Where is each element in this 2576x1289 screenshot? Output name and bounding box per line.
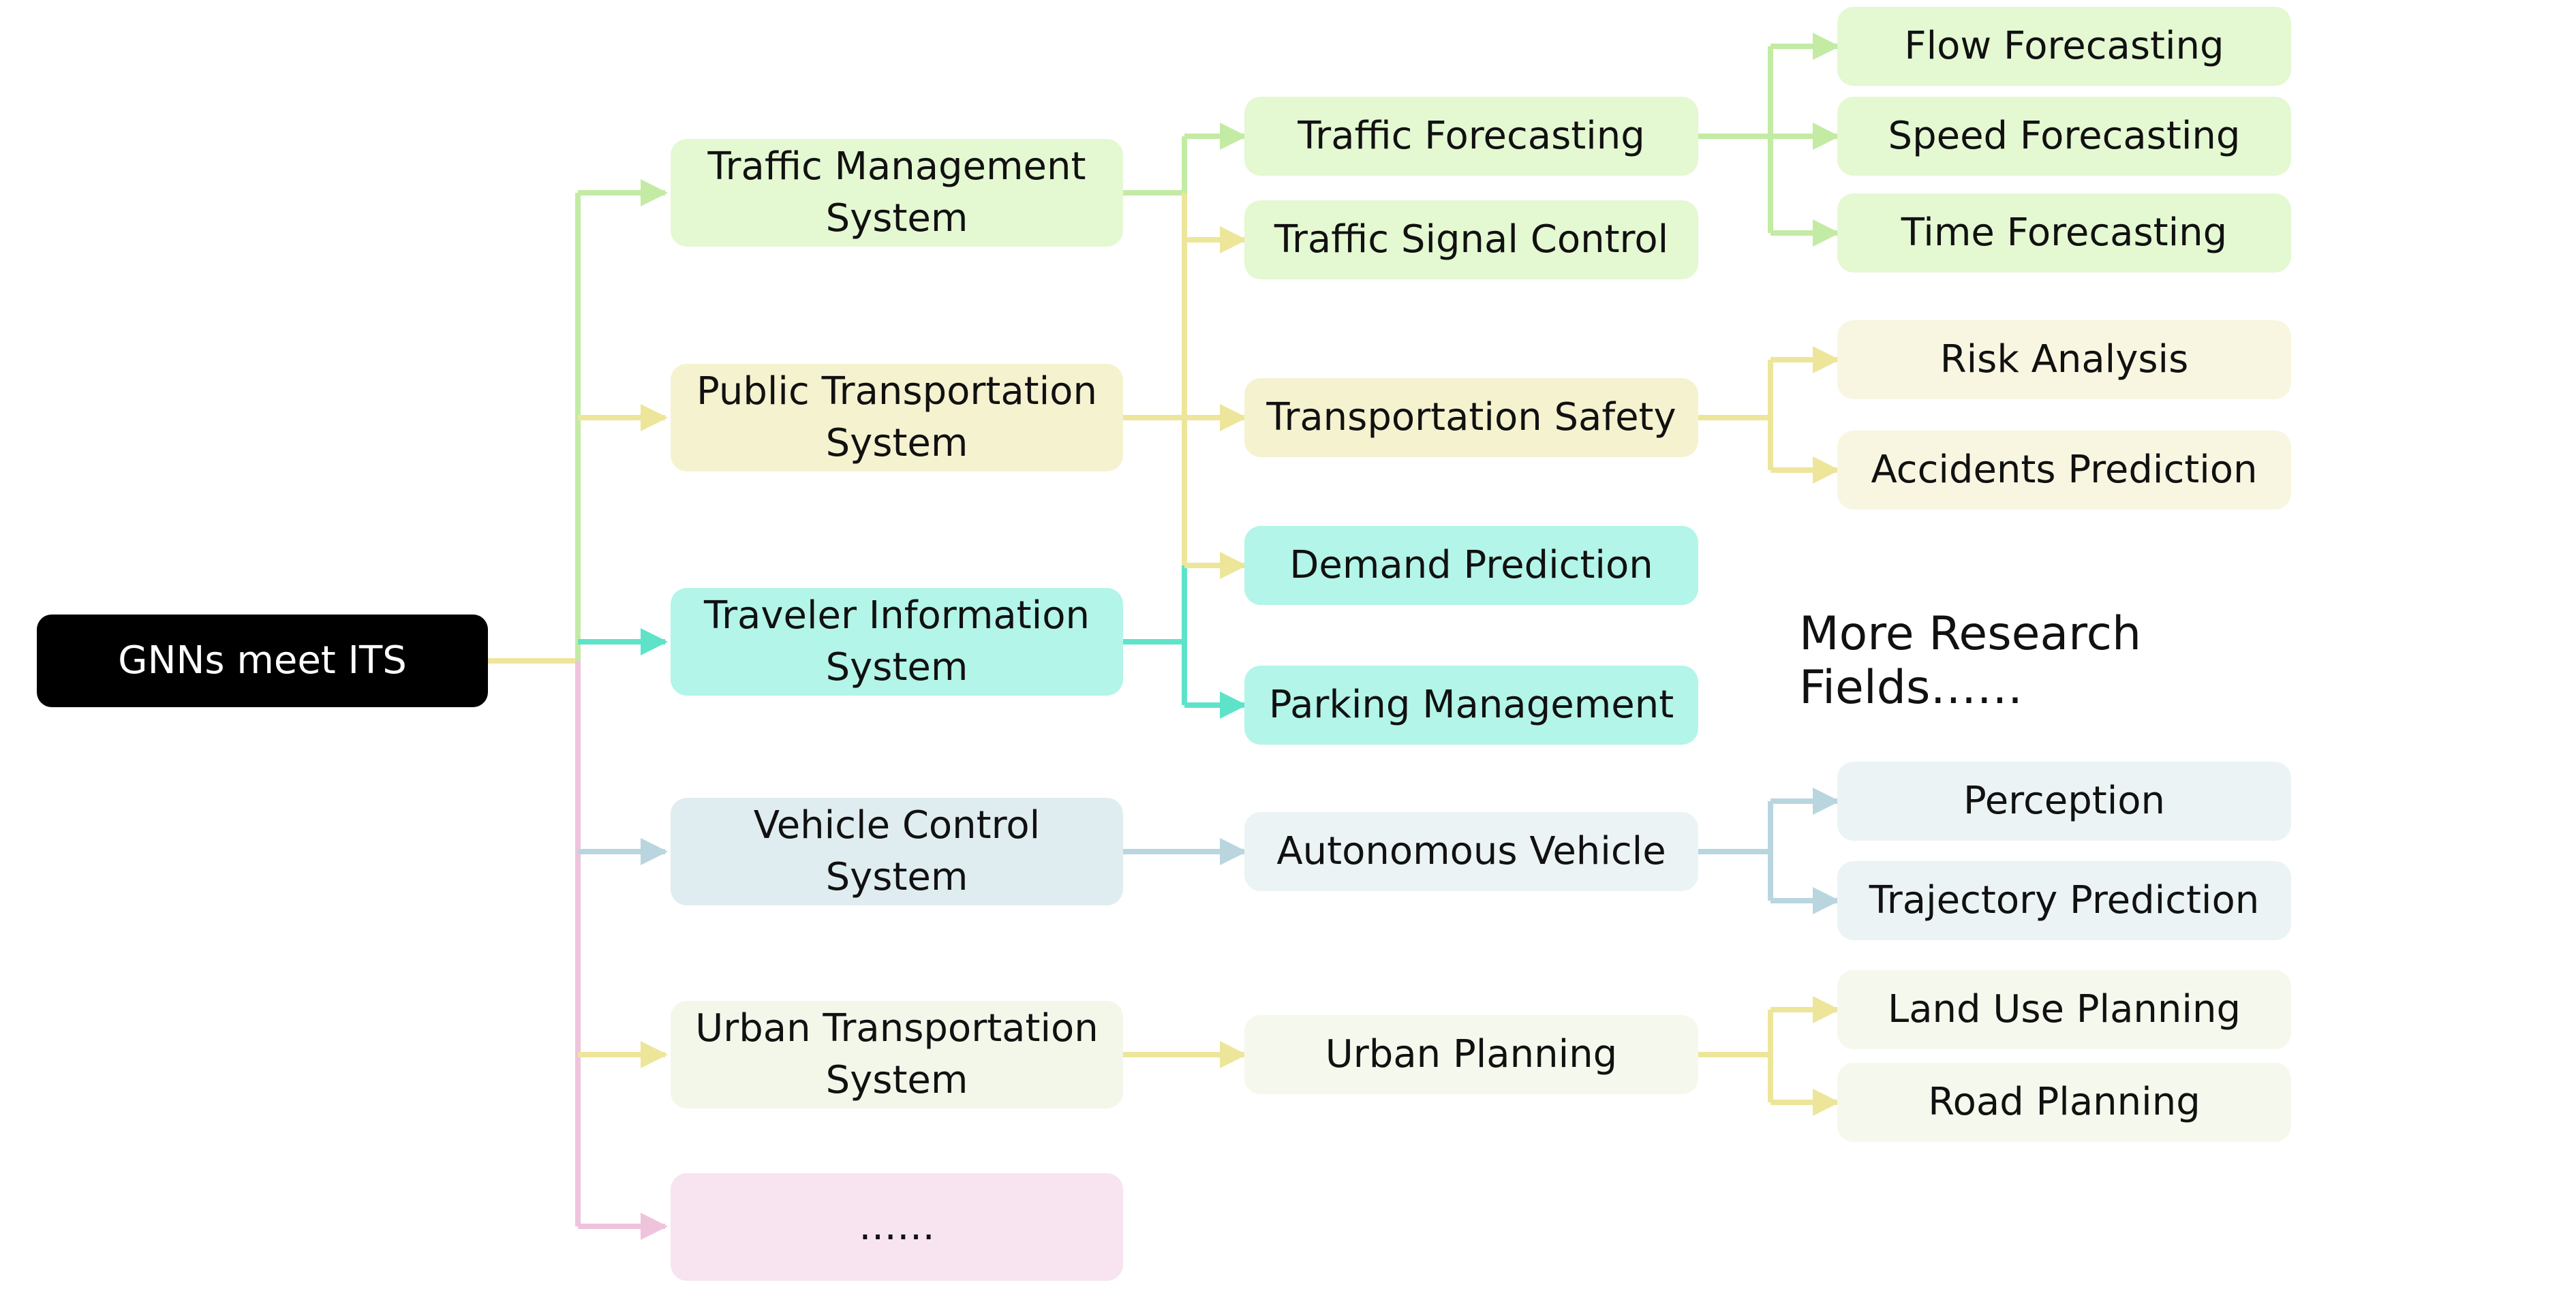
system-more: …… xyxy=(671,1173,1123,1281)
task-label: Road Planning xyxy=(1928,1080,2201,1124)
system-label: Public Transportation System xyxy=(696,369,1097,465)
task-time-forecasting: Time Forecasting xyxy=(1837,193,2291,273)
field-label: Traffic Signal Control xyxy=(1274,217,1669,262)
system-vehicle-control: Vehicle Control System xyxy=(671,798,1123,905)
task-label: Time Forecasting xyxy=(1901,211,2228,255)
system-label: Traffic Management System xyxy=(707,144,1086,240)
task-label: Risk Analysis xyxy=(1939,337,2189,382)
system-public-transportation: Public Transportation System xyxy=(671,364,1123,471)
field-label: Urban Planning xyxy=(1325,1032,1618,1076)
system-label: Vehicle Control System xyxy=(753,803,1041,899)
more-research-fields-label: More Research Fields…… xyxy=(1799,607,2142,715)
task-label: Flow Forecasting xyxy=(1904,24,2224,68)
system-label: Traveler Information System xyxy=(704,593,1090,689)
field-label: Traffic Forecasting xyxy=(1298,114,1645,158)
task-accidents-prediction: Accidents Prediction xyxy=(1837,431,2291,510)
task-speed-forecasting: Speed Forecasting xyxy=(1837,97,2291,176)
task-label: Land Use Planning xyxy=(1888,987,2241,1031)
field-traffic-signal-control: Traffic Signal Control xyxy=(1244,200,1698,279)
task-perception: Perception xyxy=(1837,762,2291,841)
field-label: Demand Prediction xyxy=(1289,543,1653,587)
field-traffic-forecasting: Traffic Forecasting xyxy=(1244,97,1698,176)
task-trajectory-prediction: Trajectory Prediction xyxy=(1837,861,2291,940)
task-label: Accidents Prediction xyxy=(1871,448,2258,492)
task-road-planning: Road Planning xyxy=(1837,1063,2291,1142)
system-traffic-management: Traffic Management System xyxy=(671,139,1123,247)
task-label: Trajectory Prediction xyxy=(1869,878,2260,922)
field-parking-management: Parking Management xyxy=(1244,666,1698,745)
task-land-use-planning: Land Use Planning xyxy=(1837,970,2291,1049)
system-label: …… xyxy=(859,1205,935,1249)
system-traveler-information: Traveler Information System xyxy=(671,588,1123,696)
root-label: GNNs meet ITS xyxy=(118,638,407,683)
field-autonomous-vehicle: Autonomous Vehicle xyxy=(1244,812,1698,891)
task-label: Speed Forecasting xyxy=(1888,114,2241,158)
field-label: Autonomous Vehicle xyxy=(1276,829,1666,873)
task-label: Perception xyxy=(1963,779,2166,823)
field-urban-planning: Urban Planning xyxy=(1244,1015,1698,1094)
field-demand-prediction: Demand Prediction xyxy=(1244,526,1698,605)
task-risk-analysis: Risk Analysis xyxy=(1837,320,2291,399)
field-transportation-safety: Transportation Safety xyxy=(1244,378,1698,457)
task-flow-forecasting: Flow Forecasting xyxy=(1837,7,2291,86)
field-label: Transportation Safety xyxy=(1266,395,1676,439)
field-label: Parking Management xyxy=(1268,683,1674,727)
root-node: GNNs meet ITS xyxy=(37,615,488,707)
system-label: Urban Transportation System xyxy=(695,1006,1099,1102)
system-urban-transportation: Urban Transportation System xyxy=(671,1001,1123,1108)
